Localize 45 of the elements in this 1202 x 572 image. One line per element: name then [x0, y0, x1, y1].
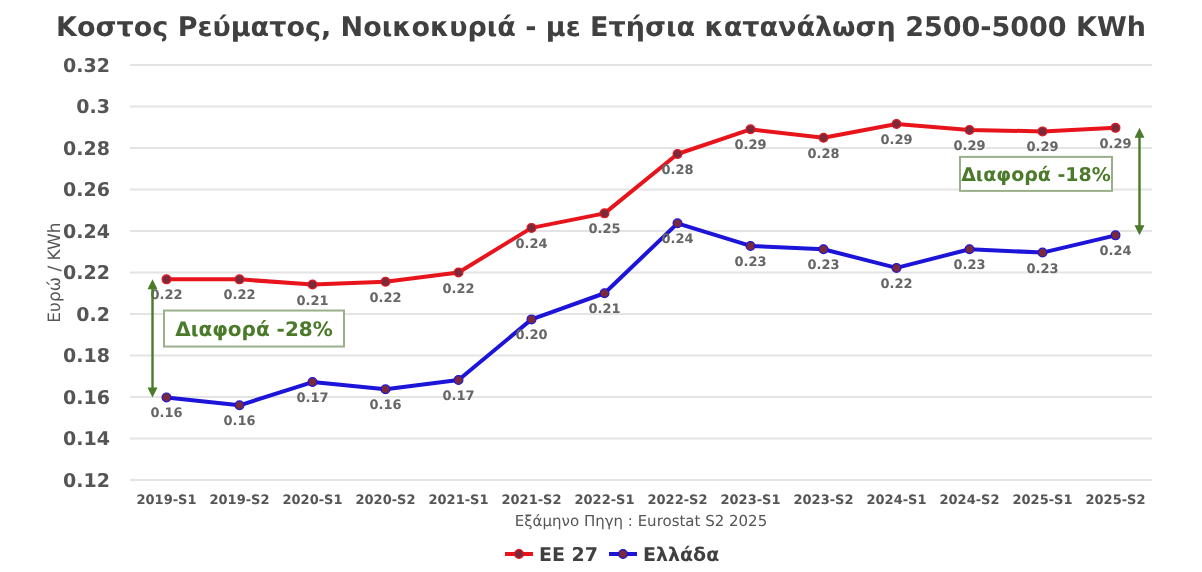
point [818, 244, 829, 255]
point [891, 262, 902, 273]
y-tick-label: 0.12 [63, 470, 110, 493]
point [161, 392, 172, 403]
point [1037, 126, 1048, 137]
point [745, 240, 756, 251]
chart-title: Κοστος Ρεύματος, Νοικοκυριά - με Ετήσια κατανάλωση 2500-5000 KWh [56, 12, 1146, 44]
y-tick-label: 0.32 [63, 55, 110, 78]
point [307, 377, 318, 388]
point [672, 218, 683, 229]
point [161, 274, 172, 285]
y-tick-label: 0.18 [63, 346, 111, 369]
y-tick-label: 0.14 [63, 429, 111, 452]
point [380, 384, 391, 395]
point [964, 244, 975, 255]
point [307, 279, 318, 290]
annotation: Διαφορά -28% [175, 319, 333, 342]
annotation: Διαφορά -18% [961, 164, 1112, 187]
point [745, 124, 756, 135]
y-tick-label: 0.26 [63, 180, 111, 203]
point [526, 314, 537, 325]
point [891, 118, 902, 129]
point [964, 124, 975, 135]
point [1110, 230, 1121, 241]
point [672, 149, 683, 160]
y-tick-label: 0.3 [76, 97, 110, 120]
y-tick-label: 0.2 [76, 304, 110, 327]
point [599, 288, 610, 299]
y-axis-title: Ευρώ / KWh [46, 222, 66, 323]
point [1037, 247, 1048, 258]
y-tick-label: 0.28 [63, 138, 111, 161]
y-tick-label: 0.16 [63, 387, 111, 410]
y-tick-label: 0.24 [63, 221, 111, 244]
y-tick-label: 0.22 [63, 263, 110, 286]
point [380, 276, 391, 287]
point [1110, 122, 1121, 133]
point [453, 374, 464, 385]
point [818, 132, 829, 143]
point [599, 208, 610, 219]
legend-label: Ελλάδα [643, 544, 721, 567]
point [526, 222, 537, 233]
point [234, 400, 245, 411]
point [453, 267, 464, 278]
legend-label: ΕΕ 27 [539, 544, 599, 567]
point [234, 274, 245, 285]
